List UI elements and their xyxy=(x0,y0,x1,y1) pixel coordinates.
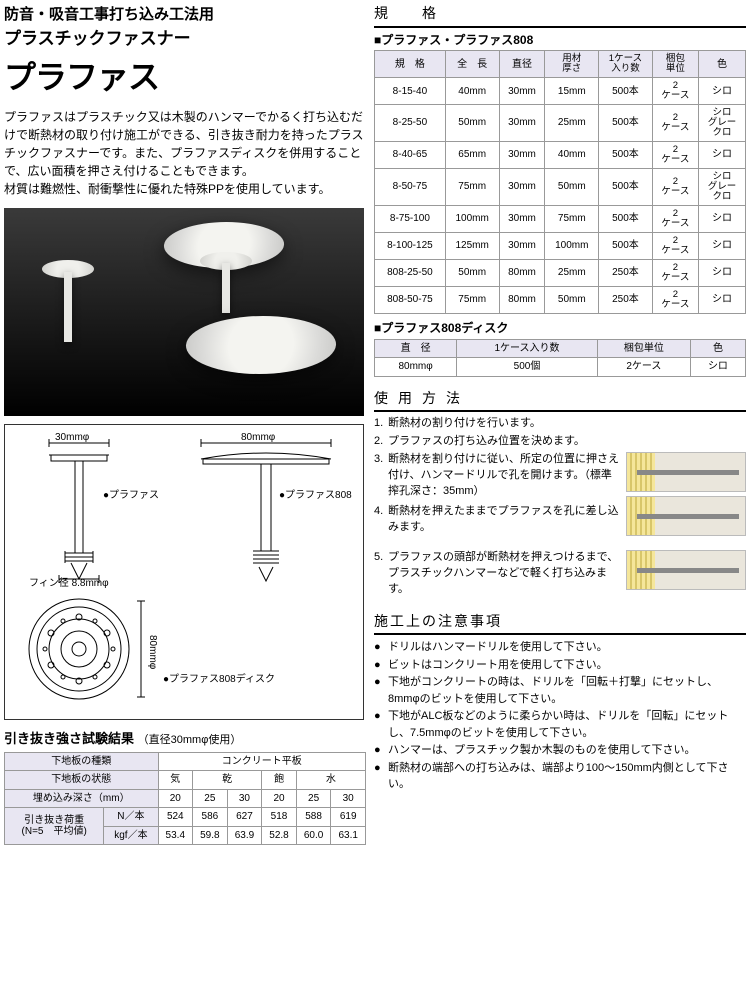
bullet-icon: ● xyxy=(374,639,388,656)
caution-text: 下地がコンクリートの時は、ドリルを「回転＋打撃」にセットし、8mmφのビットを使… xyxy=(388,674,746,707)
product-photo xyxy=(4,208,364,416)
spec-col-header: 色 xyxy=(699,51,746,78)
spec-row: 8-100-125125mm30mm100mm500本2 ケースシロ xyxy=(375,232,746,259)
spec-heading: 規 格 xyxy=(374,4,746,28)
spec-row: 8-50-7575mm30mm50mm500本2 ケースシロ グレー クロ xyxy=(375,169,746,206)
caution-item: ●断熱材の端部への打ち込みは、端部より100〜150mm内側として下さい。 xyxy=(374,760,746,793)
usage-illust-1 xyxy=(626,452,746,492)
bullet-icon: ● xyxy=(374,657,388,674)
spec-row: 8-15-4040mm30mm15mm500本2 ケースシロ xyxy=(375,78,746,105)
spec-row: 8-75-100100mm30mm75mm500本2 ケースシロ xyxy=(375,206,746,233)
dim-30mm: 30mmφ xyxy=(55,431,89,445)
pt-r3h: 埋め込み深さ（mm） xyxy=(5,789,159,808)
name-808: ●プラファス808 xyxy=(279,489,352,503)
pt-r4h: 引き抜き荷重 (N=5 平均値) xyxy=(5,808,104,845)
caution-text: 下地がALC板などのように柔らかい時は、ドリルを「回転」にセットし、7.5mmφ… xyxy=(388,708,746,741)
spec-row: 808-50-7575mm80mm50mm250本2 ケースシロ xyxy=(375,286,746,313)
caution-item: ●ドリルはハンマードリルを使用して下さい。 xyxy=(374,639,746,656)
pull-test-title: 引き抜き強さ試験結果 （直径30mmφ使用） xyxy=(4,730,366,748)
pull-title-text: 引き抜き強さ試験結果 xyxy=(4,731,134,746)
disk-dim: 80mmφ xyxy=(145,635,159,669)
dim-80mm: 80mmφ xyxy=(241,431,275,445)
pull-title-note: （直径30mmφ使用） xyxy=(138,734,242,746)
bullet-icon: ● xyxy=(374,708,388,741)
left-column: 防音・吸音工事打ち込み工法用 プラスチックファスナー プラファス プラファスはプ… xyxy=(0,0,370,849)
fin-label: フィン径 8.8mmφ xyxy=(29,577,109,591)
spec-row: 808-25-5050mm80mm25mm250本2 ケースシロ xyxy=(375,259,746,286)
spec-row: 8-40-6565mm30mm40mm500本2 ケースシロ xyxy=(375,142,746,169)
spec-table: 規 格全 長直径用材 厚さ1ケース 入り数梱包 単位色 8-15-4040mm3… xyxy=(374,50,746,313)
disk-table: 直 径 1ケース入り数 梱包単位 色 80mmφ 500個 2ケース シロ xyxy=(374,339,746,377)
usage-heading: 使用方法 xyxy=(374,389,746,413)
pull-test-table: 下地板の種類 コンクリート平板 下地板の状態 気 乾 飽 水 埋め込み深さ（mm… xyxy=(4,752,366,846)
caution-heading: 施工上の注意事項 xyxy=(374,612,746,636)
name-purafas: ●プラファス xyxy=(103,489,159,503)
pt-r1v: コンクリート平板 xyxy=(158,752,366,771)
caution-text: ビットはコンクリート用を使用して下さい。 xyxy=(388,657,746,674)
diagram-box: 30mmφ ●プラファス フィン径 8.8mmφ xyxy=(4,424,364,720)
usage-illust-3 xyxy=(626,550,746,590)
caution-text: ハンマーは、プラスチック製か木製のものを使用して下さい。 xyxy=(388,742,746,759)
bullet-icon: ● xyxy=(374,742,388,759)
spec-col-header: 直径 xyxy=(499,51,545,78)
spec-col-header: 梱包 単位 xyxy=(652,51,698,78)
usage-list: 1. 断熱材の割り付けを行います。 2. プラファスの打ち込み位置を決めます。 … xyxy=(374,416,746,600)
pt-r1h: 下地板の種類 xyxy=(5,752,159,771)
caution-item: ●ビットはコンクリート用を使用して下さい。 xyxy=(374,657,746,674)
pt-r2h: 下地板の状態 xyxy=(5,771,159,790)
spec-col-header: 規 格 xyxy=(375,51,446,78)
caution-list: ●ドリルはハンマードリルを使用して下さい。●ビットはコンクリート用を使用して下さ… xyxy=(374,639,746,793)
description: プラファスはプラスチック又は木製のハンマーでかるく打ち込むだけで断熱材の取り付け… xyxy=(4,108,366,198)
spec-row: 8-25-5050mm30mm25mm500本2 ケースシロ グレー クロ xyxy=(375,105,746,142)
caution-item: ●ハンマーは、プラスチック製か木製のものを使用して下さい。 xyxy=(374,742,746,759)
spec-col-header: 全 長 xyxy=(445,51,499,78)
disk-label: ●プラファス808ディスク xyxy=(163,673,275,687)
bullet-icon: ● xyxy=(374,674,388,707)
spec-col-header: 1ケース 入り数 xyxy=(599,51,653,78)
subtitle-line1: 防音・吸音工事打ち込み工法用 xyxy=(4,4,366,25)
bullet-icon: ● xyxy=(374,760,388,793)
spec-table2-title: ■プラファス808ディスク xyxy=(374,320,746,337)
caution-text: ドリルはハンマードリルを使用して下さい。 xyxy=(388,639,746,656)
subtitle-line2: プラスチックファスナー xyxy=(4,27,366,51)
spec-table1-title: ■プラファス・プラファス808 xyxy=(374,32,746,49)
spec-col-header: 用材 厚さ xyxy=(545,51,599,78)
caution-text: 断熱材の端部への打ち込みは、端部より100〜150mm内側として下さい。 xyxy=(388,760,746,793)
caution-item: ●下地がALC板などのように柔らかい時は、ドリルを「回転」にセットし、7.5mm… xyxy=(374,708,746,741)
caution-item: ●下地がコンクリートの時は、ドリルを「回転＋打撃」にセットし、8mmφのビットを… xyxy=(374,674,746,707)
right-column: 規 格 ■プラファス・プラファス808 規 格全 長直径用材 厚さ1ケース 入り… xyxy=(370,0,750,849)
main-title: プラファス xyxy=(4,55,366,100)
usage-illust-2 xyxy=(626,496,746,536)
